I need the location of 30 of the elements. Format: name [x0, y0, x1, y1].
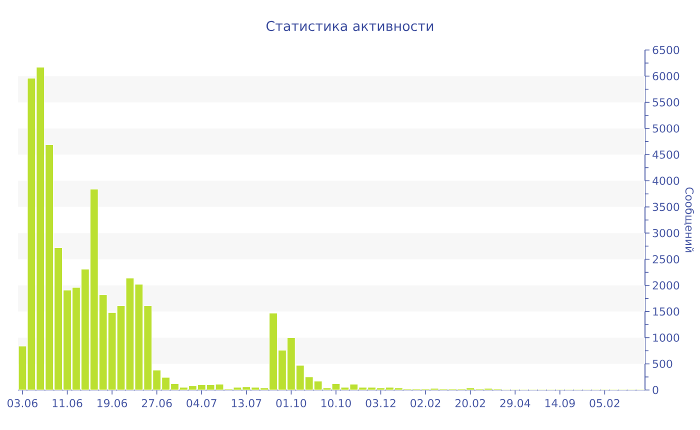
x-tick-label: 03.06	[8, 399, 38, 408]
y-tick-label: 5000	[652, 124, 680, 133]
chart-title: Статистика активности	[266, 20, 434, 32]
x-tick-label: 04.07	[186, 399, 216, 408]
y-tick-label: 2500	[652, 255, 680, 264]
x-tick-label: 03.12	[366, 399, 396, 408]
x-tick-label: 11.06	[52, 399, 82, 408]
x-tick-label: 05.02	[590, 399, 620, 408]
x-tick-label: 01.10	[276, 399, 306, 408]
y-axis-title: Сообщений	[684, 187, 694, 252]
y-tick-label: 2000	[652, 281, 680, 290]
y-tick-label: 4000	[652, 176, 680, 185]
x-tick-label: 10.10	[321, 399, 351, 408]
x-tick-label: 02.02	[410, 399, 440, 408]
y-tick-label: 5500	[652, 98, 680, 106]
x-tick-label: 14.09	[545, 399, 575, 408]
x-tick-label: 20.02	[455, 399, 485, 408]
y-tick-label: 500	[652, 360, 672, 368]
x-tick-label: 29.04	[500, 399, 530, 408]
x-tick-label: 27.06	[142, 399, 172, 408]
x-tick-label: 19.06	[98, 399, 128, 408]
y-tick-label: 6000	[652, 72, 680, 80]
y-tick-label: 3500	[652, 202, 680, 212]
x-tick-label: 13.07	[232, 399, 262, 408]
y-tick-label: 0	[652, 386, 658, 394]
y-tick-label: 1500	[653, 307, 680, 316]
y-tick-label: 4500	[652, 150, 680, 159]
y-tick-label: 6500	[652, 46, 680, 54]
y-tick-label: 3000	[652, 228, 680, 238]
y-tick-label: 1000	[653, 334, 680, 342]
